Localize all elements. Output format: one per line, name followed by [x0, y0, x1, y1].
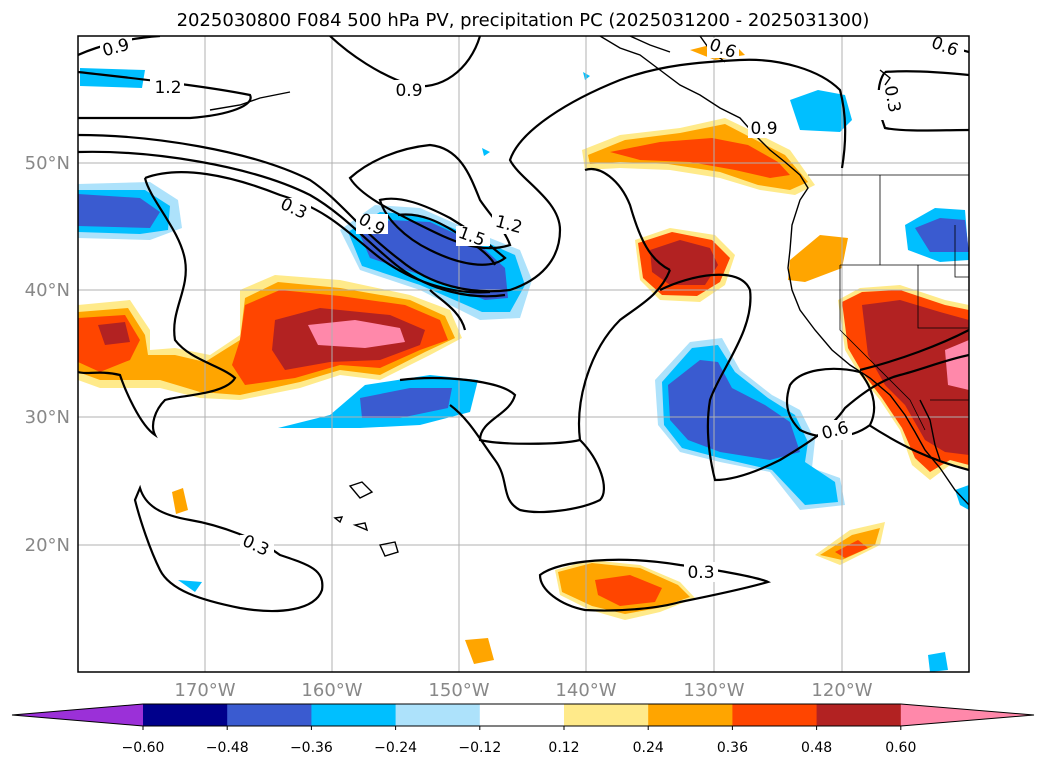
colorbar-tick-label: −0.36: [290, 740, 333, 756]
colorbar-ticks: −0.60 −0.48 −0.36 −0.24 −0.12 0.12 0.24 0.36 0.4…: [122, 726, 916, 756]
latitude-label: 30°N: [25, 407, 70, 428]
graticule: [78, 36, 969, 672]
contour-labels: 0.9 1.2 0.9 0.6 0.6 0.3 0.9 0.3 0.9 1.5 …: [100, 36, 964, 583]
colorbar-tick-label: 0.60: [885, 740, 916, 756]
colorbar-segment: [648, 704, 733, 726]
colorbar-segment: [479, 704, 565, 726]
longitude-label: 170°W: [174, 680, 235, 701]
colorbar-tick-label: 0.12: [548, 740, 579, 756]
colorbar-tick-label: 0.36: [717, 740, 748, 756]
map-title: 2025030800 F084 500 hPa PV, precipitatio…: [177, 10, 870, 31]
colorbar-extend-low: [12, 704, 143, 726]
map-frame: [77, 35, 970, 673]
latitude-label: 50°N: [25, 153, 70, 174]
colorbar-tick-label: 0.24: [633, 740, 664, 756]
longitude-label: 150°W: [428, 680, 489, 701]
colorbar-tick-label: 0.48: [801, 740, 832, 756]
coastlines: [209, 36, 969, 557]
contour-label: 0.9: [750, 119, 777, 139]
political-borders: [808, 174, 969, 431]
longitude-label: 160°W: [301, 680, 362, 701]
longitude-label: 130°W: [683, 680, 744, 701]
colorbar: [11, 703, 1035, 727]
colorbar-tick-label: −0.24: [374, 740, 417, 756]
contour-label: 0.3: [880, 84, 904, 114]
colorbar-segment: [732, 704, 818, 726]
colorbar-segment: [311, 704, 397, 726]
colorbar-segment: [227, 704, 312, 726]
latitude-axis: 50°N 40°N 30°N 20°N: [25, 153, 70, 556]
colorbar-extend-high: [900, 704, 1034, 726]
longitude-label: 140°W: [555, 680, 616, 701]
longitude-axis: 170°W 160°W 150°W 140°W 130°W 120°W: [174, 680, 872, 701]
latitude-label: 20°N: [25, 535, 70, 556]
contour-label: 0.9: [395, 81, 422, 101]
colorbar-segment: [395, 704, 481, 726]
colorbar-segment: [143, 704, 228, 726]
latitude-label: 40°N: [25, 280, 70, 301]
contour-label: 0.3: [687, 563, 714, 583]
colorbar-tick-label: −0.48: [206, 740, 249, 756]
colorbar-tick-label: −0.12: [458, 740, 501, 756]
longitude-label: 120°W: [811, 680, 872, 701]
colorbar-segment: [564, 704, 649, 726]
colorbar-tick-label: −0.60: [122, 740, 165, 756]
contour-label: 1.2: [154, 78, 181, 98]
colorbar-segment: [816, 704, 902, 726]
